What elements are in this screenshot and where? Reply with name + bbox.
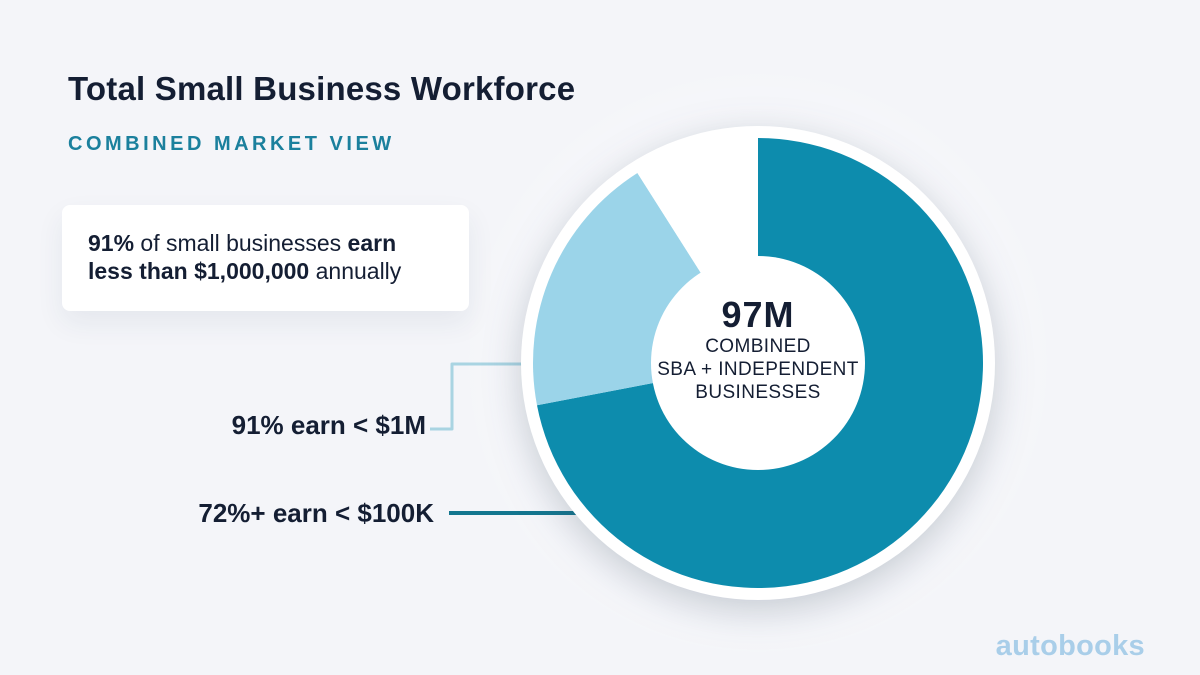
callout-line-91 <box>430 362 531 431</box>
donut-center-value: 97M <box>721 294 795 335</box>
donut-hole <box>651 256 865 470</box>
donut-center-line-2: SBA + INDEPENDENT <box>657 359 859 380</box>
slice-label-72: 72%+ earn < $100K <box>198 498 434 528</box>
page-subtitle: COMBINED MARKET VIEW <box>68 133 395 155</box>
callout-text: of small businesses <box>134 230 348 256</box>
slice-label-91: 91% earn < $1M <box>231 410 426 440</box>
donut-center-text: 97M COMBINED SBA + INDEPENDENT BUSINESSE… <box>608 295 908 404</box>
stat-callout-card: 91% of small businesses earn less than $… <box>62 205 469 311</box>
donut-center-line-1: COMBINED <box>705 336 811 357</box>
page-title: Total Small Business Workforce <box>68 70 576 107</box>
callout-stat-bold: 91% <box>88 230 135 256</box>
callout-text-end: annually <box>309 258 402 284</box>
callout-earn-bold: earn less than $1,000,000 <box>88 230 397 284</box>
donut-center-line-3: BUSINESSES <box>695 382 821 403</box>
autobooks-logo: autobooks <box>995 630 1145 662</box>
